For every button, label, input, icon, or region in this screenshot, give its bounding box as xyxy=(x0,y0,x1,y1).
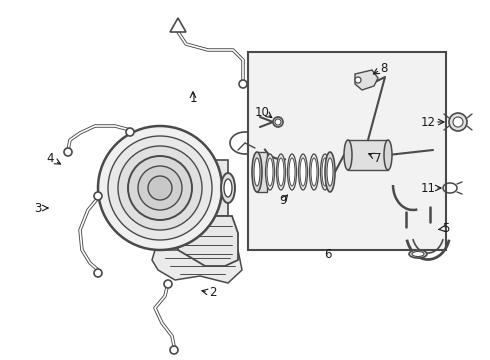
Text: 10: 10 xyxy=(255,105,270,118)
Circle shape xyxy=(98,126,222,250)
Circle shape xyxy=(170,346,178,354)
Ellipse shape xyxy=(322,158,328,186)
Bar xyxy=(248,52,446,250)
Ellipse shape xyxy=(267,158,273,186)
Polygon shape xyxy=(355,70,378,90)
Polygon shape xyxy=(348,140,388,170)
Ellipse shape xyxy=(276,154,286,190)
Circle shape xyxy=(94,192,102,200)
Circle shape xyxy=(273,117,283,127)
Text: 4: 4 xyxy=(46,152,54,165)
Polygon shape xyxy=(152,250,242,283)
Polygon shape xyxy=(257,152,267,192)
Polygon shape xyxy=(178,216,238,266)
Circle shape xyxy=(126,128,134,136)
Circle shape xyxy=(138,166,182,210)
Circle shape xyxy=(148,176,172,200)
Ellipse shape xyxy=(327,158,333,186)
Ellipse shape xyxy=(300,158,306,186)
Ellipse shape xyxy=(224,179,232,197)
Ellipse shape xyxy=(412,252,424,257)
Ellipse shape xyxy=(310,154,318,190)
Circle shape xyxy=(449,113,467,131)
Ellipse shape xyxy=(278,158,284,186)
Text: 11: 11 xyxy=(420,181,436,194)
Text: 8: 8 xyxy=(380,62,388,75)
Polygon shape xyxy=(170,18,186,32)
Text: 1: 1 xyxy=(189,91,197,104)
Ellipse shape xyxy=(311,158,317,186)
Circle shape xyxy=(94,269,102,277)
Circle shape xyxy=(164,280,172,288)
Ellipse shape xyxy=(298,154,308,190)
Circle shape xyxy=(275,119,281,125)
Text: 7: 7 xyxy=(374,152,382,165)
Ellipse shape xyxy=(384,140,392,170)
Ellipse shape xyxy=(221,173,235,203)
Ellipse shape xyxy=(266,154,274,190)
Circle shape xyxy=(118,146,202,230)
Polygon shape xyxy=(202,160,228,216)
Text: 5: 5 xyxy=(442,221,450,234)
Text: 9: 9 xyxy=(279,194,287,207)
Ellipse shape xyxy=(320,154,329,190)
Circle shape xyxy=(108,136,212,240)
Circle shape xyxy=(453,117,463,127)
Ellipse shape xyxy=(325,152,335,192)
Ellipse shape xyxy=(344,140,352,170)
Circle shape xyxy=(64,148,72,156)
Circle shape xyxy=(355,77,361,83)
Ellipse shape xyxy=(254,158,260,186)
Ellipse shape xyxy=(288,154,296,190)
Ellipse shape xyxy=(409,250,427,258)
Circle shape xyxy=(128,156,192,220)
Text: 3: 3 xyxy=(34,202,42,215)
Text: 2: 2 xyxy=(209,285,217,298)
Text: 6: 6 xyxy=(324,248,332,261)
Ellipse shape xyxy=(289,158,295,186)
Text: 12: 12 xyxy=(420,116,436,129)
Ellipse shape xyxy=(252,152,262,192)
Circle shape xyxy=(239,80,247,88)
